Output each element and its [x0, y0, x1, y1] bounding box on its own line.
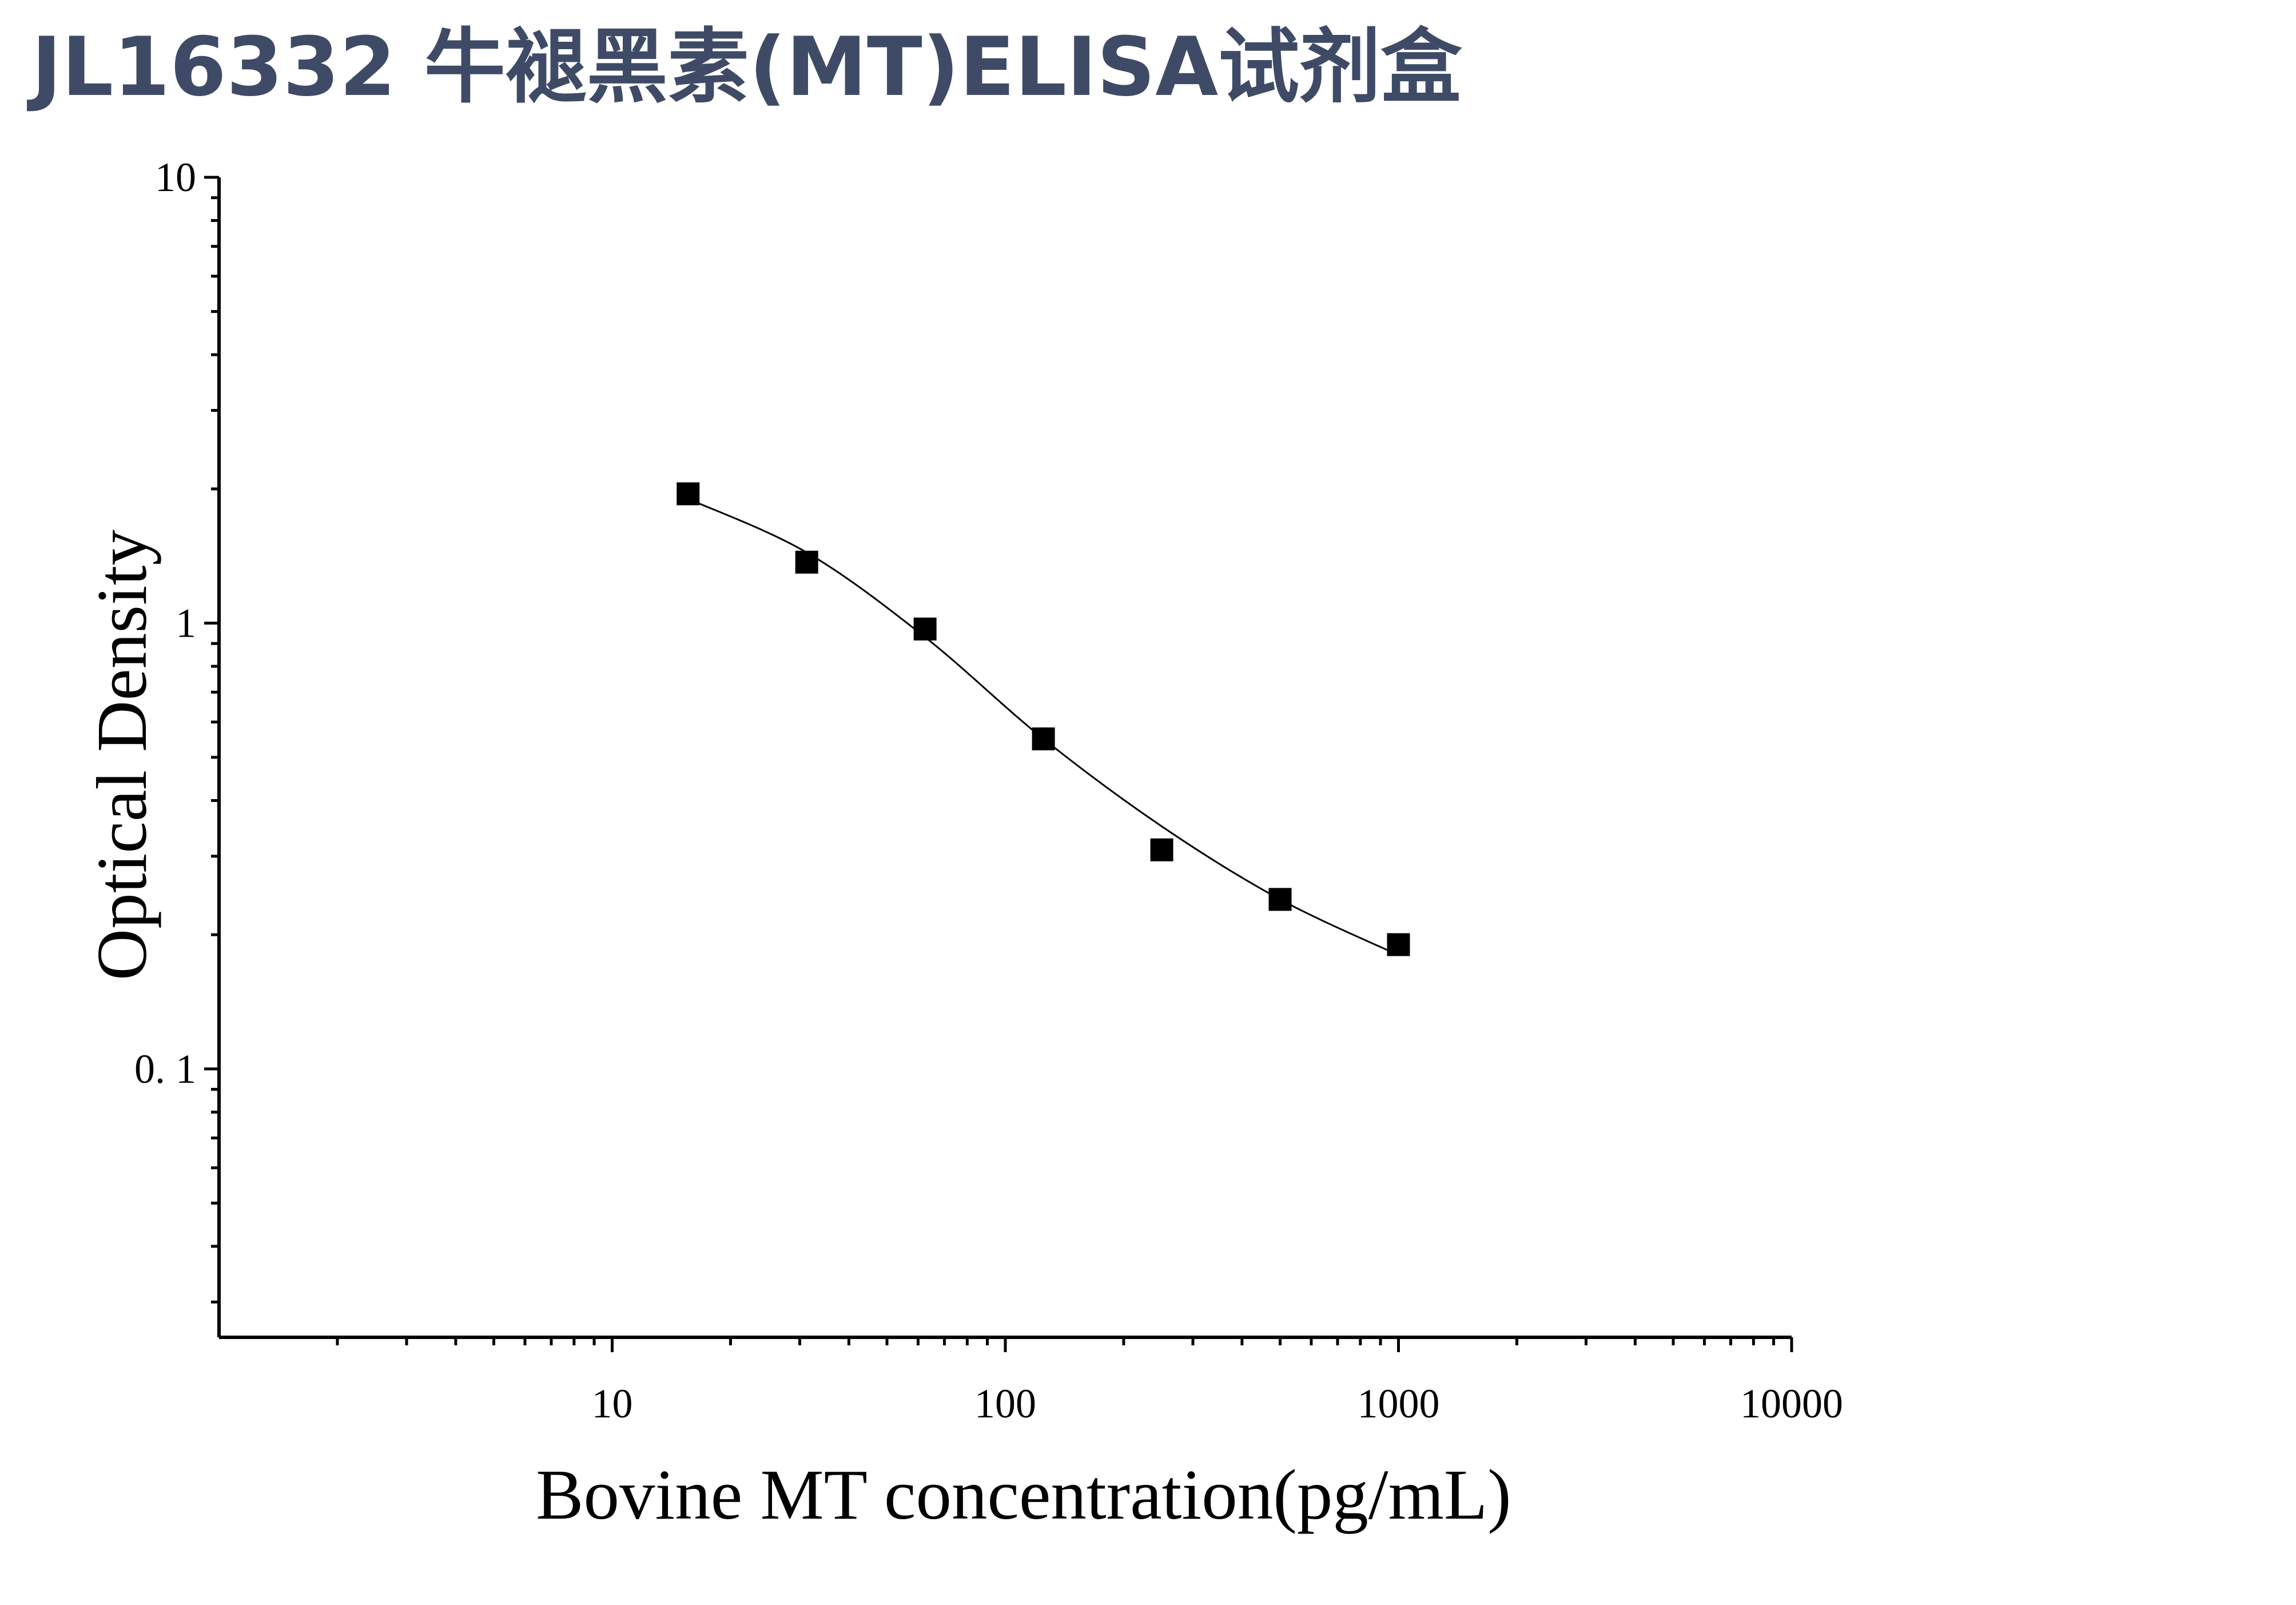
x-tick-label: 10000	[1740, 1381, 1843, 1427]
data-point	[1032, 727, 1055, 750]
data-point	[913, 617, 937, 641]
data-point	[1268, 888, 1292, 911]
x-tick-label: 1000	[1358, 1381, 1440, 1427]
x-tick-label: 100	[974, 1381, 1036, 1427]
fit-curve-line	[687, 498, 1399, 956]
page-title: JL16332 牛褪黑素(MT)ELISA试剂盒	[31, 20, 1462, 114]
fit-curve	[687, 498, 1399, 956]
data-point	[795, 550, 818, 574]
tick-labels: 10 100 1000 10000 0. 1 1 10	[134, 154, 1843, 1427]
y-axis-title: Optical Density	[83, 529, 162, 980]
x-tick-label: 10	[592, 1381, 633, 1427]
y-tick-label: 0. 1	[134, 1046, 196, 1092]
data-point	[1150, 838, 1173, 861]
y-tick-label: 10	[155, 154, 196, 200]
y-tick-label: 1	[176, 600, 196, 646]
axes	[204, 176, 1793, 1352]
data-points	[677, 482, 1410, 956]
data-point	[1387, 933, 1410, 956]
data-point	[677, 482, 700, 506]
x-axis-title: Bovine MT concentration(pg/mL)	[536, 1456, 1511, 1535]
